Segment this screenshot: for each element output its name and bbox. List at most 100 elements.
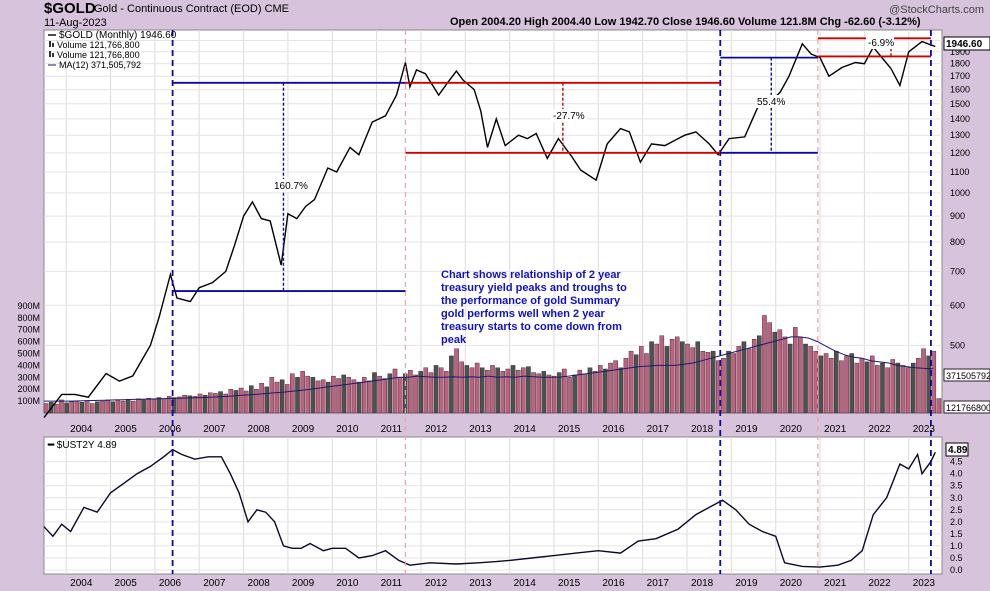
volume-bar — [202, 394, 208, 414]
volume-bar — [936, 398, 942, 414]
legend-ust2y: ━ $UST2Y 4.89 — [47, 440, 117, 451]
volume-bar — [490, 365, 495, 414]
ust-tick-label: 2.0 — [950, 517, 963, 527]
volume-bar — [397, 377, 403, 414]
move-label-3: 55.4% — [757, 97, 785, 108]
annotation-line-5: treasury starts to come down from — [441, 321, 622, 333]
volume-bar — [849, 353, 854, 414]
x-tick-label: 2020 — [780, 424, 803, 435]
volume-bar — [798, 336, 803, 414]
volume-bar — [161, 398, 167, 414]
exchange-name: CME — [264, 3, 290, 15]
volume-bar — [521, 367, 526, 414]
x-tick-label: 2013 — [469, 578, 492, 589]
vol-tick-label: 400M — [17, 360, 40, 370]
x-tick-label: 2018 — [691, 578, 714, 589]
vol-ma-label: 371505792 — [946, 371, 990, 381]
x-tick-label: 2023 — [913, 578, 936, 589]
volume-bar — [274, 381, 280, 414]
volume-bar — [249, 385, 254, 414]
volume-bar — [110, 401, 116, 414]
ust-tick-label: 0.5 — [950, 553, 963, 563]
y-tick-label: 1000 — [950, 188, 970, 198]
x-tick-label: 2009 — [292, 578, 315, 589]
volume-bar — [223, 393, 228, 414]
volume-bar — [762, 315, 767, 414]
volume-bar — [290, 373, 295, 414]
vol-tick-label: 900M — [17, 301, 40, 311]
volume-bar — [541, 371, 547, 414]
gold-price-line — [43, 40, 936, 419]
ust-tick-label: 2.5 — [950, 505, 963, 515]
x-tick-label: 2017 — [647, 578, 670, 589]
volume-bar — [120, 400, 126, 414]
volume-bar — [95, 401, 100, 414]
volume-bar — [295, 377, 300, 414]
volume-bar — [572, 374, 577, 414]
volume-bar — [736, 346, 742, 414]
volume-bar — [618, 367, 624, 414]
volume-bar — [105, 399, 110, 414]
volume-bar — [674, 336, 680, 414]
x-tick-label: 2017 — [647, 424, 670, 435]
volume-ma-line — [44, 336, 934, 402]
x-tick-label: 2016 — [602, 424, 625, 435]
x-tick-label: 2011 — [381, 578, 403, 589]
volume-bar — [387, 373, 393, 414]
volume-bar — [438, 367, 444, 414]
volume-bar — [751, 339, 757, 414]
legend-volume-1: Volume 121,766,800 — [57, 40, 140, 50]
volume-bar — [182, 394, 187, 414]
volume-bar — [259, 383, 264, 414]
x-tick-label: 2019 — [735, 578, 758, 589]
volume-bar — [474, 362, 480, 414]
x-tick-label: 2008 — [248, 578, 271, 589]
volume-bar — [233, 390, 239, 414]
volume-bar — [536, 373, 541, 414]
volume-bar — [413, 374, 418, 414]
volume-bar — [341, 374, 346, 414]
x-tick-label: 2014 — [514, 424, 537, 435]
volume-bar — [690, 347, 695, 414]
volume-bar — [582, 373, 588, 414]
x-tick-label: 2009 — [292, 424, 315, 435]
volume-bar — [326, 381, 331, 414]
volume-bar — [187, 395, 193, 414]
volume-bar — [305, 375, 311, 414]
volume-bar — [639, 346, 644, 414]
volume-bar — [911, 362, 916, 414]
volume-bar — [177, 396, 182, 414]
stockcharts-logo: @StockCharts.com — [889, 4, 984, 16]
x-tick-label: 2021 — [824, 578, 847, 589]
x-tick-label: 2007 — [203, 578, 226, 589]
annotation-line-2: treasury yield peaks and troughs to — [441, 282, 627, 294]
volume-bar — [551, 375, 557, 414]
x-tick-label: 2013 — [469, 424, 492, 435]
volume-bar — [218, 391, 223, 414]
volume-bar — [623, 358, 629, 414]
vol-tick-label: 300M — [17, 372, 40, 382]
volume-bar — [900, 365, 906, 414]
volume-bar — [587, 367, 593, 414]
volume-bar — [54, 403, 59, 414]
volume-bar — [459, 361, 464, 414]
vol-last-label: 121766800 — [946, 403, 990, 413]
volume-bar — [741, 341, 747, 414]
volume-bar — [875, 365, 880, 414]
volume-bar — [839, 360, 844, 414]
x-tick-label: 2019 — [735, 424, 758, 435]
gridlines — [44, 30, 942, 574]
last-price-label: 1946.60 — [946, 39, 983, 50]
chart-date: 11-Aug-2023 — [44, 17, 107, 29]
y-tick-label: 800 — [950, 237, 965, 247]
vol-tick-label: 100M — [17, 396, 40, 406]
volume-bar — [320, 379, 326, 414]
volume-bar — [136, 398, 141, 414]
volume-bar — [721, 358, 726, 414]
volume-bar — [382, 378, 388, 414]
volume-bar — [700, 350, 706, 414]
volume-bar — [146, 397, 151, 414]
y-tick-label: 700 — [950, 266, 965, 276]
volume-bar — [464, 365, 470, 414]
annotation-line-1: Chart shows relationship of 2 year — [441, 269, 621, 281]
